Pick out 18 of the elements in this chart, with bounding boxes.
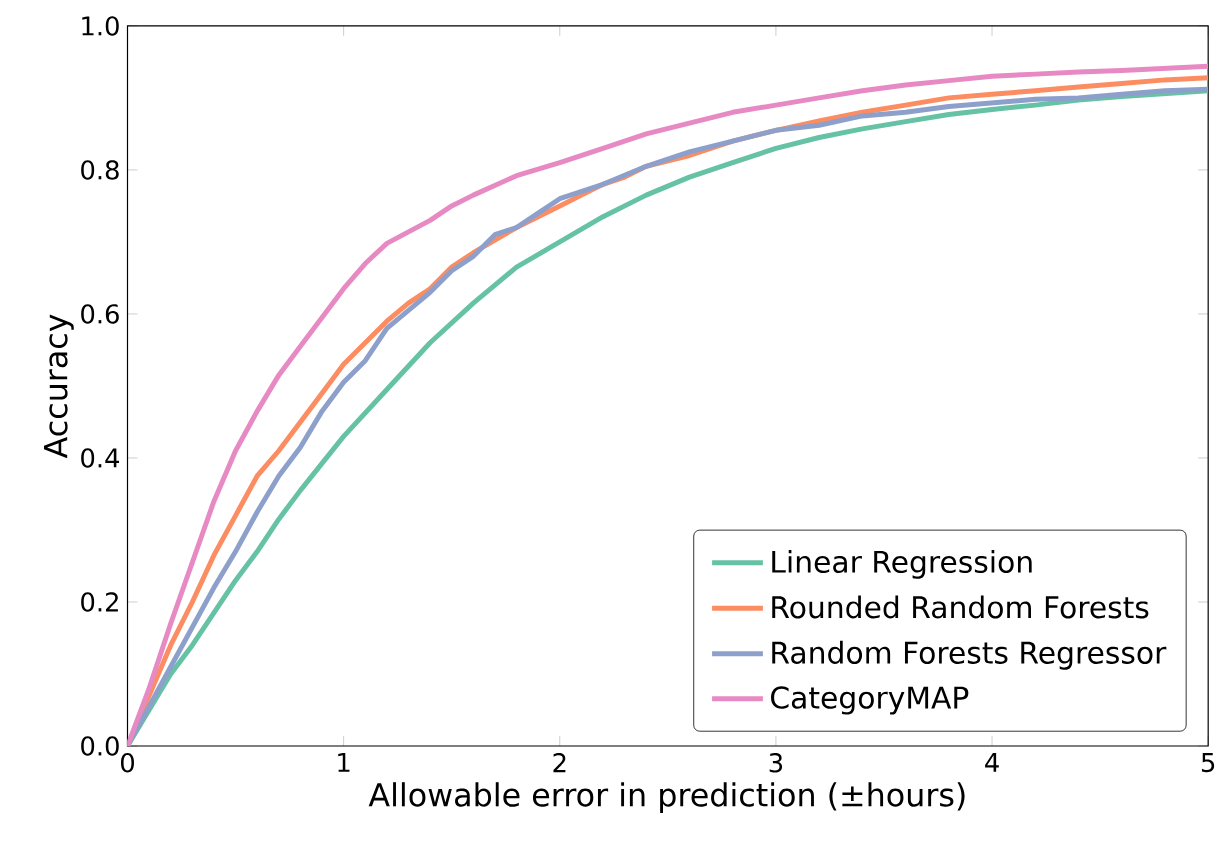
y-tick-label: 0.8 — [81, 160, 119, 180]
y-tick-label: 0.2 — [81, 592, 118, 612]
legend-label: Random Forests Regressor — [772, 641, 1167, 670]
y-tick-label: 1.0 — [82, 16, 119, 36]
x-axis-title: Allowable error in prediction (±hours) — [368, 782, 965, 814]
y-tick-label: 0.4 — [81, 448, 120, 468]
x-tick-label: 5 — [1201, 753, 1215, 773]
legend-label: Rounded Random Forests — [772, 595, 1149, 619]
x-tick-label: 2 — [553, 753, 566, 773]
y-tick-label: 0.6 — [81, 304, 119, 324]
x-tick-label: 3 — [769, 753, 783, 773]
x-tick-label: 4 — [985, 753, 999, 773]
x-tick-label: 0 — [121, 753, 134, 773]
legend-label: Linear Regression — [772, 550, 1032, 579]
y-axis-title: Accuracy — [44, 314, 74, 459]
x-tick-label: 1 — [338, 753, 350, 773]
legend-label: CategoryMAP — [771, 686, 969, 715]
y-tick-label: 0.0 — [81, 736, 119, 756]
